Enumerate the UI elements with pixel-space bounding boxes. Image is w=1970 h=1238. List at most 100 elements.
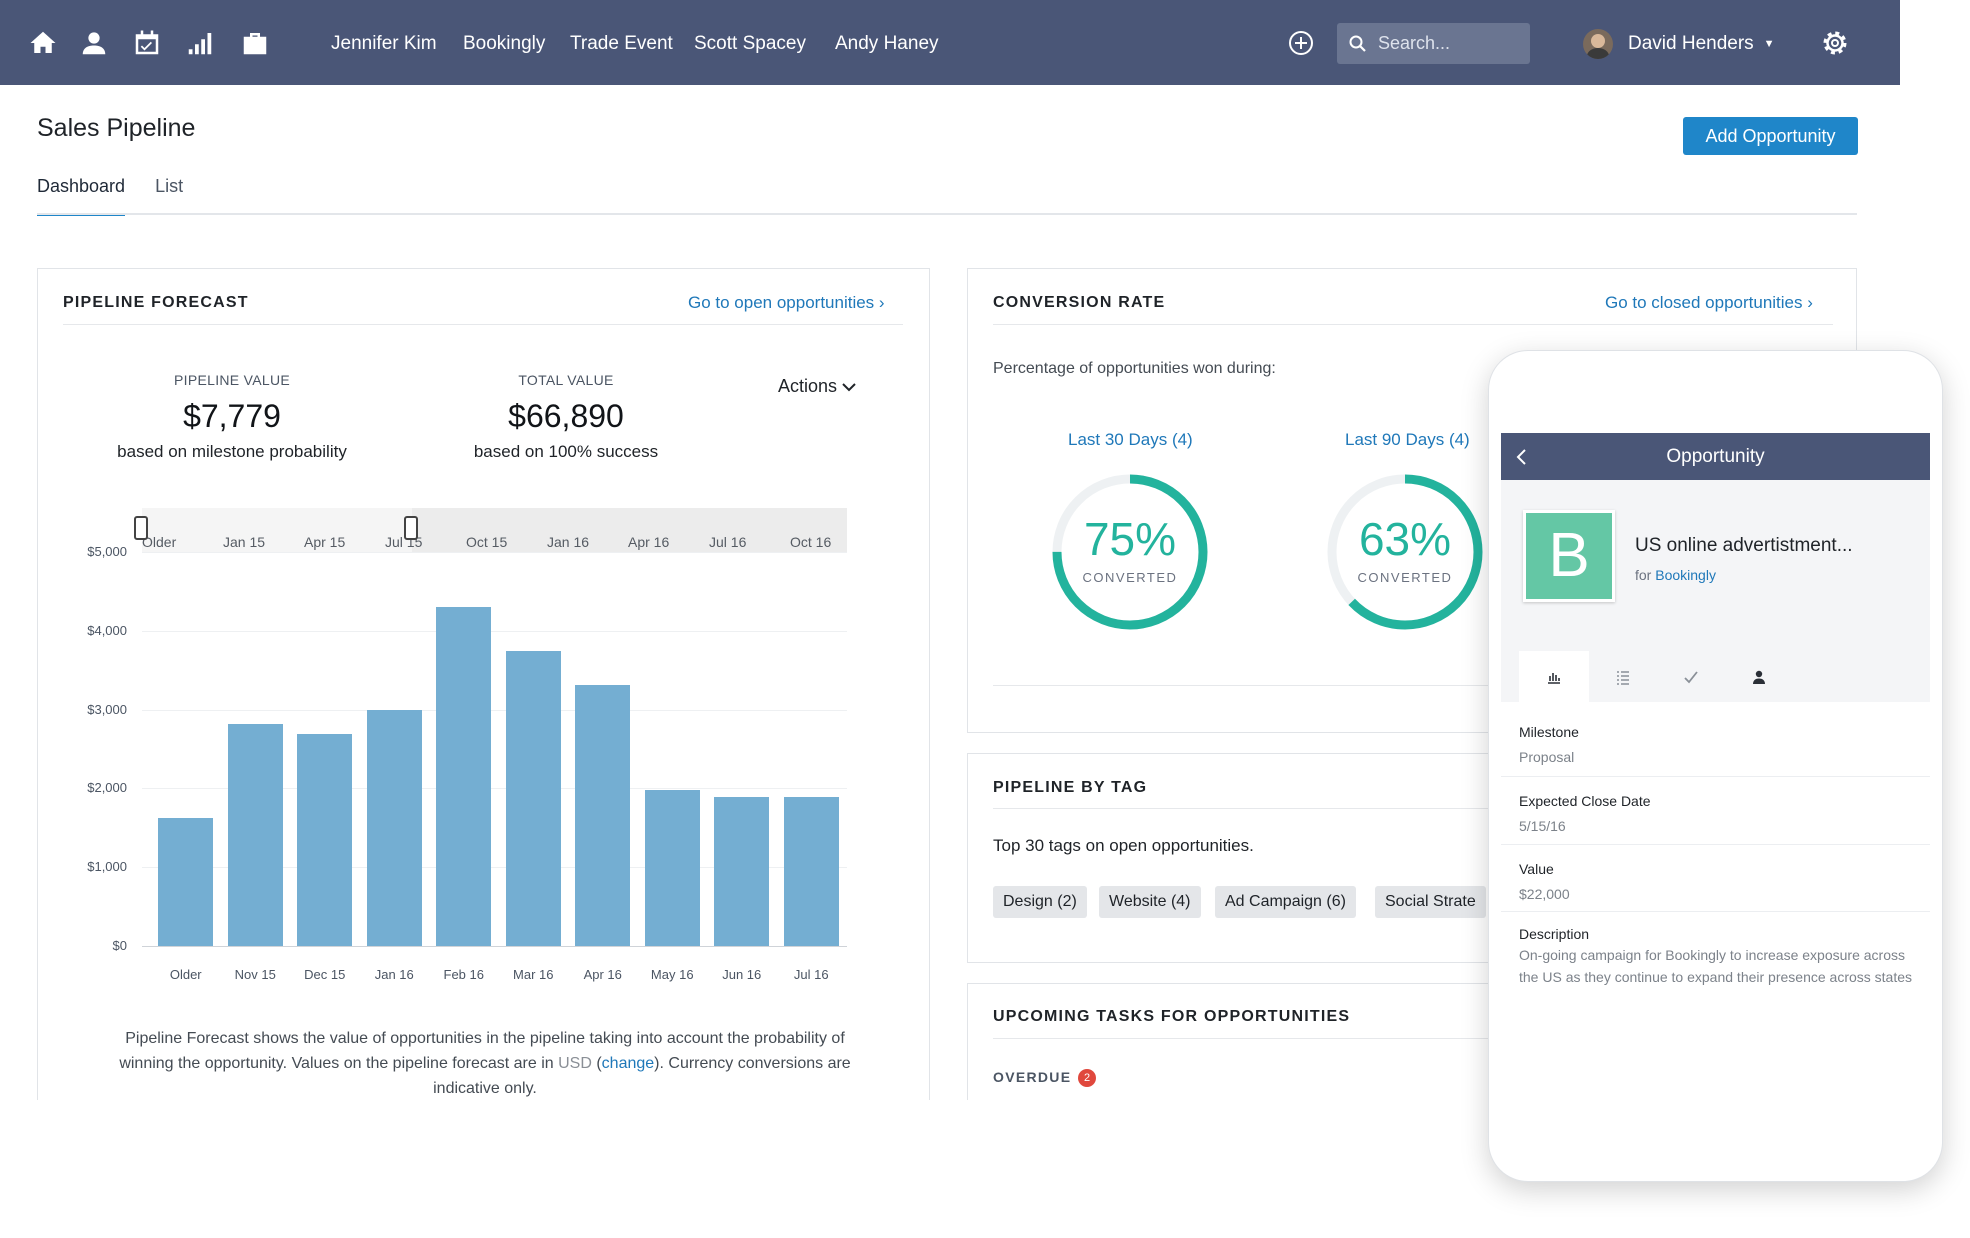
x-axis-tick-label: Jun 16 (722, 967, 762, 982)
tab-tasks[interactable] (1656, 651, 1726, 702)
chart-bar[interactable] (644, 789, 700, 946)
detail-label: Milestone (1519, 724, 1579, 740)
chart-bar[interactable] (505, 651, 561, 946)
chart-icon (1548, 672, 1560, 684)
search-input[interactable] (1378, 33, 1528, 54)
y-axis-tick-label: $2,000 (87, 780, 127, 796)
calendar-icon[interactable] (131, 27, 163, 59)
range-selection (142, 508, 412, 552)
avatar (1583, 29, 1613, 59)
x-axis-tick-label: Feb 16 (443, 967, 484, 982)
user-menu[interactable]: David Henders ▼ (1583, 24, 1775, 64)
x-axis-tick-label: Apr 16 (583, 967, 622, 982)
closed-opportunities-link[interactable]: Go to closed opportunities › (1605, 293, 1813, 312)
user-name: David Henders (1628, 33, 1754, 54)
total-value-label: TOTAL VALUE (518, 372, 614, 388)
for-prefix: for (1635, 567, 1652, 583)
tabs-divider (37, 213, 1857, 215)
card-divider (993, 324, 1833, 325)
tag-design[interactable]: Design (2) (993, 886, 1087, 918)
conversion-30-day-arc (1052, 474, 1208, 630)
chart-bar[interactable] (297, 734, 353, 946)
mobile-app-preview: Opportunity B US online advertistment...… (1488, 350, 1943, 1182)
range-tick-label: Oct 15 (466, 534, 508, 550)
tab-list[interactable] (1588, 651, 1658, 702)
company-link[interactable]: Bookingly (1655, 567, 1716, 583)
top-navigation-bar: Jennifer Kim Bookingly Trade Event Scott… (0, 0, 1900, 85)
chart-bar[interactable] (227, 723, 283, 946)
range-tick-label: Apr 16 (628, 534, 670, 550)
overdue-label[interactable]: OVERDUE (993, 1069, 1072, 1085)
open-opportunities-link[interactable]: Go to open opportunities › (688, 293, 885, 312)
detail-value: Proposal (1519, 749, 1575, 765)
last-90-days-link[interactable]: Last 90 Days (4) (1345, 430, 1470, 449)
pipeline-value-label: PIPELINE VALUE (174, 372, 290, 388)
total-value-note: based on 100% success (473, 442, 659, 461)
tab-contacts[interactable] (1724, 651, 1794, 702)
recent-item-andy-haney[interactable]: Andy Haney (835, 33, 939, 54)
chevron-down-icon: ▼ (1763, 38, 1775, 50)
tab-list[interactable]: List (155, 176, 184, 196)
range-end-handle[interactable] (404, 516, 418, 540)
opportunity-summary: B US online advertistment... for Booking… (1501, 480, 1930, 702)
company-logo: B (1523, 510, 1615, 602)
reports-icon[interactable] (184, 27, 216, 59)
tag-social-strategy[interactable]: Social Strate (1375, 886, 1486, 918)
pipeline-value-note: based on milestone probability (117, 442, 347, 461)
currency-code: USD (558, 1055, 592, 1072)
conversion-30-day-caption: CONVERTED (1082, 570, 1178, 585)
range-tick-label: Older (142, 534, 177, 550)
contacts-icon[interactable] (78, 27, 110, 59)
chart-bar[interactable] (158, 818, 214, 946)
chart-bar[interactable] (714, 797, 770, 946)
detail-expected-close-date: Expected Close Date 5/15/16 (1519, 793, 1651, 837)
tag-description: Top 30 tags on open opportunities. (993, 836, 1254, 855)
add-opportunity-button[interactable]: Add Opportunity (1683, 117, 1858, 155)
last-30-days-link[interactable]: Last 30 Days (4) (1068, 430, 1193, 449)
chart-gridline (142, 867, 847, 869)
change-currency-link[interactable]: change (601, 1055, 655, 1072)
range-tick-label: Jan 16 (547, 534, 590, 550)
chart-bar[interactable] (783, 797, 839, 946)
deals-icon[interactable] (239, 27, 271, 59)
chevron-down-icon (842, 383, 856, 392)
recent-item-bookingly[interactable]: Bookingly (463, 33, 546, 54)
tab-dashboard[interactable]: Dashboard (37, 176, 126, 216)
list-icon (1617, 670, 1629, 685)
range-start-handle[interactable] (134, 516, 148, 540)
detail-label: Value (1519, 861, 1554, 877)
detail-value: 5/15/16 (1519, 818, 1566, 834)
pipeline-value: $7,779 (183, 398, 281, 434)
gear-icon[interactable] (1819, 27, 1851, 59)
recent-item-trade-event[interactable]: Trade Event (570, 33, 673, 54)
pipeline-forecast-title: PIPELINE FORECAST (63, 294, 249, 311)
x-axis-tick-label: Dec 15 (304, 967, 346, 982)
detail-description: Description On-going campaign for Bookin… (1519, 926, 1919, 988)
detail-divider (1501, 776, 1930, 777)
tag-ad-campaign[interactable]: Ad Campaign (6) (1215, 886, 1356, 918)
chart-caption: Pipeline Forecast shows the value of opp… (119, 1030, 851, 1097)
tab-chart[interactable] (1519, 651, 1589, 702)
upcoming-tasks-title: UPCOMING TASKS FOR OPPORTUNITIES (993, 1008, 1351, 1025)
opportunity-name: US online advertistment... (1635, 535, 1853, 556)
detail-label: Description (1519, 926, 1590, 942)
x-axis-tick-label: Nov 15 (234, 967, 276, 982)
y-axis-tick-label: $4,000 (87, 622, 127, 638)
actions-dropdown[interactable]: Actions (778, 376, 856, 397)
chart-bar[interactable] (575, 685, 631, 946)
recent-item-jennifer-kim[interactable]: Jennifer Kim (331, 33, 437, 54)
range-tick-label: Apr 15 (304, 534, 346, 550)
recent-item-scott-spacey[interactable]: Scott Spacey (694, 33, 806, 54)
detail-divider (1501, 844, 1930, 845)
home-icon[interactable] (27, 27, 59, 59)
chart-bar[interactable] (436, 607, 492, 946)
add-new-icon[interactable] (1287, 29, 1315, 57)
detail-value: $22,000 (1519, 886, 1570, 902)
chart-bar[interactable] (366, 710, 422, 946)
date-range-selector[interactable] (142, 508, 847, 552)
conversion-rate-title: CONVERSION RATE (993, 294, 1166, 311)
tag-website[interactable]: Website (4) (1099, 886, 1201, 918)
chart-gridline (142, 552, 847, 553)
x-axis-tick-label: May 16 (650, 967, 694, 982)
back-arrow-icon[interactable] (1515, 433, 1539, 480)
